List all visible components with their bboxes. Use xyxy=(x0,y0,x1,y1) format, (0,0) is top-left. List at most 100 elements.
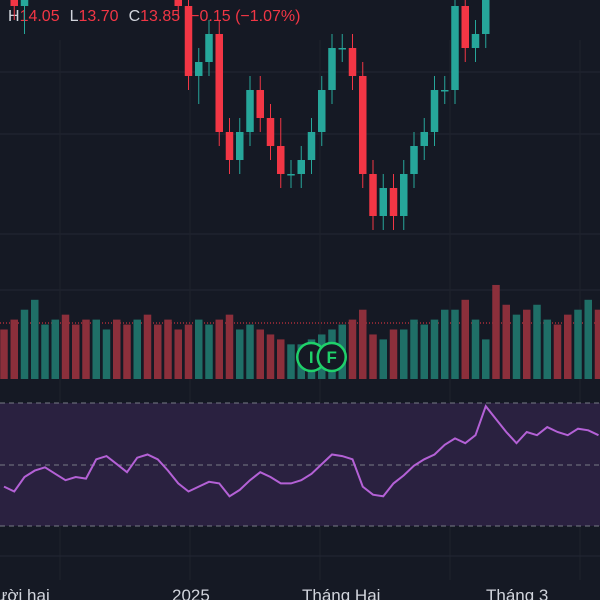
volume-bar xyxy=(102,329,111,379)
volume-bar xyxy=(236,329,244,379)
volume-bar xyxy=(461,299,469,379)
x-tick-label: Tháng 3 xyxy=(486,586,548,600)
volume-bar xyxy=(348,319,357,379)
event-circle-icon xyxy=(316,341,347,373)
volume-bar xyxy=(430,319,439,379)
candle-body xyxy=(451,6,459,90)
high-value: 14.05 xyxy=(19,8,60,25)
volume-bar xyxy=(184,324,193,379)
volume-bar xyxy=(502,304,510,379)
volume-bar xyxy=(584,299,592,379)
volume-bar xyxy=(123,324,131,379)
candle-body xyxy=(441,90,449,92)
candle-body xyxy=(389,188,398,216)
volume-bar xyxy=(113,319,121,379)
low-value: 13.70 xyxy=(78,8,119,25)
candle-body xyxy=(379,188,387,216)
volume-bar xyxy=(41,324,49,379)
volume-bar xyxy=(389,329,398,379)
volume-bar xyxy=(553,324,562,379)
volume-bar xyxy=(195,319,203,379)
candle-body xyxy=(205,34,213,62)
volume-bar xyxy=(512,314,521,379)
volume-bar xyxy=(72,324,80,379)
volume-bar xyxy=(10,319,18,379)
event-marker-label: F xyxy=(327,348,337,367)
candle-body xyxy=(297,160,305,174)
x-tick-label: 2025 xyxy=(172,586,210,600)
candle-body xyxy=(420,132,428,146)
volume-bar xyxy=(215,319,223,379)
volume-bar xyxy=(574,309,582,379)
volume-bar xyxy=(154,324,162,379)
volume-bar xyxy=(420,324,428,379)
volume-bar xyxy=(205,324,213,379)
candle-body xyxy=(461,6,469,48)
candle-body xyxy=(338,48,346,50)
candle-body xyxy=(195,62,203,76)
volume-bar xyxy=(277,339,285,379)
volume-bar xyxy=(61,314,70,379)
candle-body xyxy=(266,118,275,146)
candle-body xyxy=(215,34,223,132)
volume-bar xyxy=(410,319,418,379)
x-tick-label: Tháng Hai xyxy=(302,586,380,600)
volume-bar xyxy=(359,309,367,379)
volume-bar xyxy=(594,309,600,379)
volume-bar xyxy=(451,309,459,379)
volume-bar xyxy=(266,334,275,379)
volume-bar xyxy=(379,339,387,379)
volume-bar xyxy=(482,339,490,379)
candle-body xyxy=(410,146,418,174)
candle-body xyxy=(20,0,29,6)
event-marker-f[interactable]: F xyxy=(316,341,347,373)
candle-body xyxy=(225,132,234,160)
candle-body xyxy=(246,90,254,132)
volume-bar xyxy=(400,329,408,379)
volume-bar xyxy=(143,314,152,379)
candle-body xyxy=(348,48,357,76)
volume-bar xyxy=(51,319,59,379)
volume-bar xyxy=(246,324,254,379)
candle-body xyxy=(10,0,18,6)
candle-body xyxy=(430,90,439,132)
volume-bar xyxy=(225,314,234,379)
volume-bar xyxy=(369,334,377,379)
candle-body xyxy=(277,146,285,174)
close-label: C xyxy=(128,8,141,25)
change-value: −0.15 (−1.07%) xyxy=(190,8,301,25)
volume-bar xyxy=(287,344,295,379)
candle-body xyxy=(174,0,182,6)
volume-bar xyxy=(164,319,172,379)
volume-bar xyxy=(31,299,39,379)
volume-bar xyxy=(20,309,29,379)
candle-body xyxy=(369,174,377,216)
candle-body xyxy=(482,0,490,34)
volume-bar xyxy=(256,329,264,379)
volume-bar xyxy=(92,319,100,379)
volume-bar xyxy=(523,309,531,379)
candle-body xyxy=(359,76,367,174)
event-marker-label: I xyxy=(309,348,314,367)
volume-bar xyxy=(133,319,141,379)
volume-bar xyxy=(543,319,551,379)
candle-body xyxy=(318,90,326,132)
candle-body xyxy=(307,132,316,160)
candle-body xyxy=(236,132,244,160)
volume-bars xyxy=(0,284,600,379)
rsi-line xyxy=(3,404,599,498)
candle-body xyxy=(328,48,336,90)
volume-bar xyxy=(492,284,500,379)
candle-body xyxy=(471,34,480,48)
volume-bar xyxy=(533,304,541,379)
volume-bar xyxy=(0,329,8,379)
volume-bar xyxy=(564,314,572,379)
candle-body xyxy=(184,6,193,76)
volume-bar xyxy=(82,319,90,379)
candlesticks[interactable] xyxy=(0,0,600,230)
volume-bar xyxy=(174,329,182,379)
low-label: L xyxy=(69,8,79,25)
